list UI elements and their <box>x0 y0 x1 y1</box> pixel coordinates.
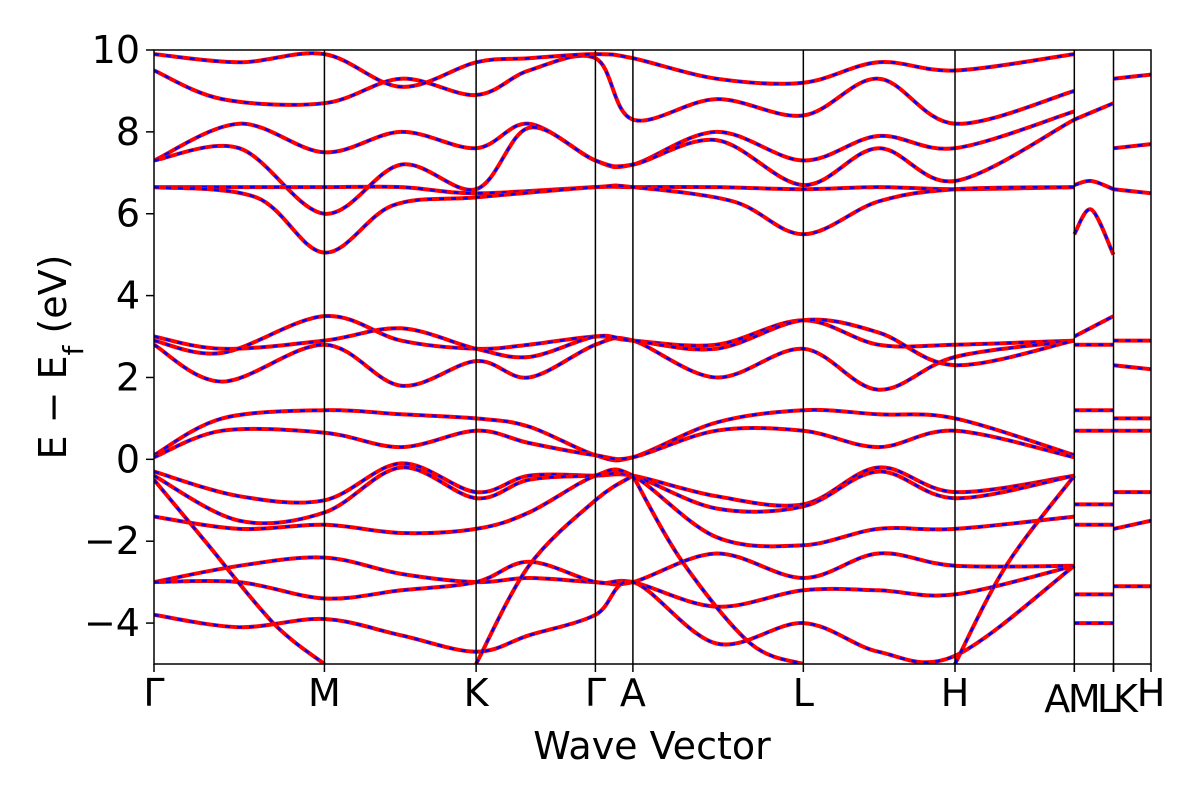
y-tick-label: 0 <box>116 437 140 481</box>
band-line-dashed-20 <box>953 474 1076 664</box>
band-line-dashed-18 <box>474 474 634 664</box>
band-line-dashed-6 <box>154 314 1075 355</box>
band-line-dashed-15 <box>154 560 1075 608</box>
band-line-dashed-13 <box>154 468 1075 548</box>
y-axis-title-prefix: E − E <box>31 355 75 459</box>
band-line-solid-40 <box>1113 142 1151 151</box>
band-line-dashed-41 <box>1113 73 1151 80</box>
kpoint-label: H <box>1137 671 1166 715</box>
band-line-dashed-4 <box>154 185 1075 195</box>
band-line-dashed-19 <box>631 475 804 664</box>
kpoint-label: Γ <box>143 671 164 715</box>
y-tick-label: −2 <box>84 519 140 563</box>
band-line-dashed-38 <box>1113 363 1151 371</box>
kpoint-divider-lines <box>323 50 1115 664</box>
y-axis-ticks: 10 8 6 4 2 0 −2 −4 <box>84 28 154 645</box>
band-line-solid-1 <box>154 117 1076 216</box>
kpoint-label: Γ <box>585 671 606 715</box>
band-line-solid-38 <box>1113 363 1151 372</box>
band-line-dashed-40 <box>1113 142 1151 150</box>
band-line-dashed-11 <box>154 462 1075 508</box>
band-line-dashed-29 <box>1073 208 1115 256</box>
y-axis-title-suffix: (eV) <box>31 255 75 346</box>
band-line-solid-3 <box>154 51 1075 89</box>
kpoint-label: A <box>1044 677 1070 721</box>
band-line-dashed-31 <box>1073 102 1114 121</box>
y-tick-label: 6 <box>116 192 140 236</box>
band-lines <box>154 51 1151 664</box>
band-line-solid-5 <box>154 183 1075 255</box>
band-line-dashed-39 <box>1113 187 1151 195</box>
y-tick-label: 8 <box>116 110 140 154</box>
kpoint-label: H <box>941 671 970 715</box>
band-line-solid-30 <box>1073 178 1115 192</box>
y-tick-label: 10 <box>92 28 140 72</box>
kpoint-label: A <box>620 671 646 715</box>
kpoint-label: L <box>793 671 814 715</box>
y-tick-label: 4 <box>116 274 140 318</box>
band-line-solid-17 <box>154 478 326 664</box>
kpoint-label: K <box>1113 677 1139 721</box>
y-tick-label: −4 <box>84 601 140 645</box>
x-axis-title: Wave Vector <box>533 724 771 768</box>
kpoint-label: M <box>1068 677 1101 721</box>
band-line-dashed-17 <box>154 478 326 664</box>
band-line-dashed-30 <box>1073 179 1114 191</box>
band-line-solid-6 <box>154 314 1075 356</box>
y-axis-title: E − Ef (eV) <box>31 255 90 460</box>
kpoint-label: L <box>1097 677 1118 721</box>
band-line-solid-2 <box>154 53 1075 126</box>
band-line-solid-41 <box>1113 72 1151 81</box>
band-line-solid-13 <box>154 467 1075 549</box>
plot-frame <box>153 49 1152 665</box>
band-line-solid-35 <box>1113 518 1151 531</box>
band-line-dashed-10 <box>154 426 1075 461</box>
kpoint-label: M <box>308 671 341 715</box>
band-line-solid-29 <box>1072 207 1116 256</box>
band-line-solid-10 <box>154 425 1075 462</box>
band-line-solid-31 <box>1073 101 1115 122</box>
kpoint-label: K <box>464 671 490 715</box>
y-tick-label: 2 <box>116 355 140 399</box>
band-line-solid-39 <box>1113 187 1151 196</box>
band-line-dashed-35 <box>1113 519 1151 531</box>
y-axis-title-subscript: f <box>57 344 90 355</box>
band-line-solid-9 <box>154 407 1075 463</box>
band-line-dashed-9 <box>154 408 1075 462</box>
band-line-dashed-27 <box>1073 314 1115 338</box>
